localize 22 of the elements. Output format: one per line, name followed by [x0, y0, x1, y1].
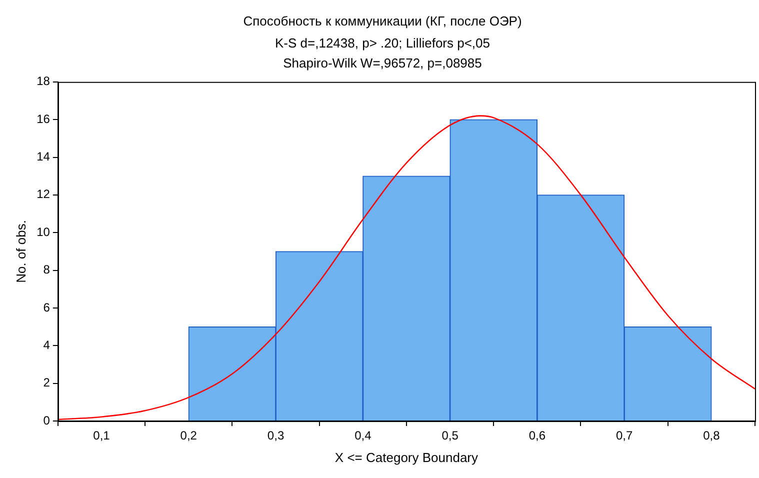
- y-tick-label: 14: [36, 150, 50, 164]
- x-tick-label: 0,2: [180, 428, 198, 443]
- x-tick-label: 0,3: [267, 428, 284, 443]
- y-tick-label: 16: [36, 112, 50, 126]
- x-tick-label: 0,7: [616, 428, 633, 443]
- chart-title: Способность к коммуникации (КГ, после ОЭР): [243, 13, 522, 28]
- x-tick-label: 0,5: [442, 428, 459, 443]
- y-tick-label: 10: [36, 224, 50, 239]
- y-tick-label: 18: [36, 74, 50, 88]
- y-tick-label: 12: [36, 187, 50, 202]
- y-tick-label: 6: [43, 300, 50, 314]
- y-axis-title: No. of obs.: [13, 220, 28, 283]
- x-tick-label: 0,1: [93, 428, 110, 443]
- x-tick-label: 0,6: [528, 428, 546, 443]
- x-axis-title: X <= Category Boundary: [334, 450, 479, 465]
- chart-subtitle: K-S d=,12438, p> .20; Lilliefors p<,05 Shapiro-Wilk W=,96572, p=,08985: [274, 35, 490, 70]
- y-tick-label: 2: [43, 376, 50, 390]
- y-tick-label: 8: [43, 262, 50, 277]
- x-tick-label: 0,8: [703, 428, 720, 443]
- y-tick-label: 4: [43, 338, 50, 352]
- x-tick-label: 0,4: [354, 428, 372, 443]
- y-tick-label: 0: [43, 413, 50, 428]
